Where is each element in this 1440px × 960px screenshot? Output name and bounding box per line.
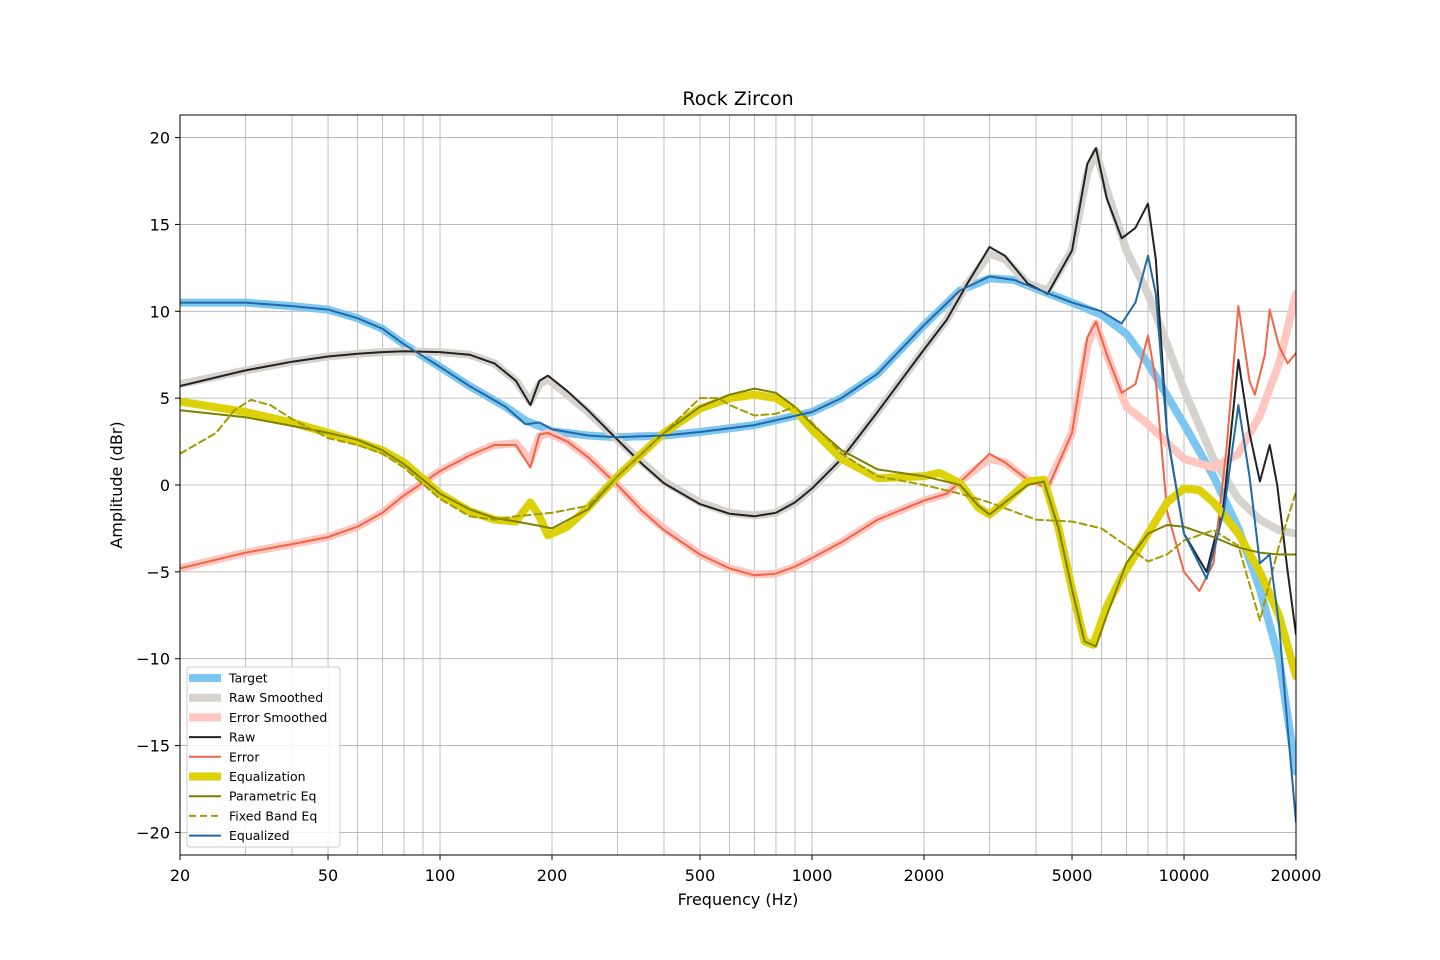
y-axis-label: Amplitude (dBr): [107, 421, 126, 548]
legend-label: Target: [228, 671, 268, 686]
y-tick-label: −5: [146, 563, 170, 582]
x-tick-label: 1000: [792, 866, 833, 885]
legend-label: Equalized: [229, 828, 290, 843]
series-line-fixed-band-eq: [180, 397, 1296, 622]
legend-label: Fixed Band Eq: [229, 808, 317, 823]
x-tick-label: 10000: [1159, 866, 1210, 885]
x-tick-label: 200: [537, 866, 568, 885]
legend-label: Error: [229, 749, 260, 764]
y-tick-label: −15: [136, 737, 170, 756]
x-tick-label: 2000: [904, 866, 945, 885]
y-tick-label: 20: [150, 129, 170, 148]
legend-box: [186, 666, 341, 848]
y-tick-label: −10: [136, 650, 170, 669]
x-tick-label: 50: [318, 866, 338, 885]
y-tick-label: 10: [150, 302, 170, 321]
chart-title: Rock Zircon: [682, 88, 793, 110]
x-axis-label: Frequency (Hz): [678, 890, 799, 909]
legend-label: Raw Smoothed: [229, 690, 323, 705]
series-line-error: [180, 305, 1296, 592]
legend-label: Parametric Eq: [229, 789, 317, 804]
x-tick-label: 20: [170, 866, 190, 885]
legend: Target Raw Smoothed Error Smoothed Raw Error…: [186, 666, 341, 848]
legend-label: Error Smoothed: [229, 710, 327, 725]
x-tick-label: 20000: [1271, 866, 1322, 885]
series-layer: [180, 147, 1296, 823]
y-tick-label: −20: [136, 823, 170, 842]
y-tick-label: 5: [160, 389, 170, 408]
y-tick-label: 15: [150, 215, 170, 234]
series-line-parametric-eq: [180, 387, 1296, 648]
series-line-raw: [180, 147, 1296, 636]
legend-label: Raw: [229, 730, 255, 745]
y-tick-label: 0: [160, 476, 170, 495]
legend-label: Equalization: [229, 769, 306, 784]
series-line-equalized: [180, 254, 1296, 823]
ticks: 20 50 100 200 500 1000 2000 5000 10000 20000−20−1…: [136, 129, 1321, 885]
x-tick-label: 100: [425, 866, 456, 885]
x-tick-label: 500: [685, 866, 716, 885]
x-tick-label: 5000: [1052, 866, 1093, 885]
